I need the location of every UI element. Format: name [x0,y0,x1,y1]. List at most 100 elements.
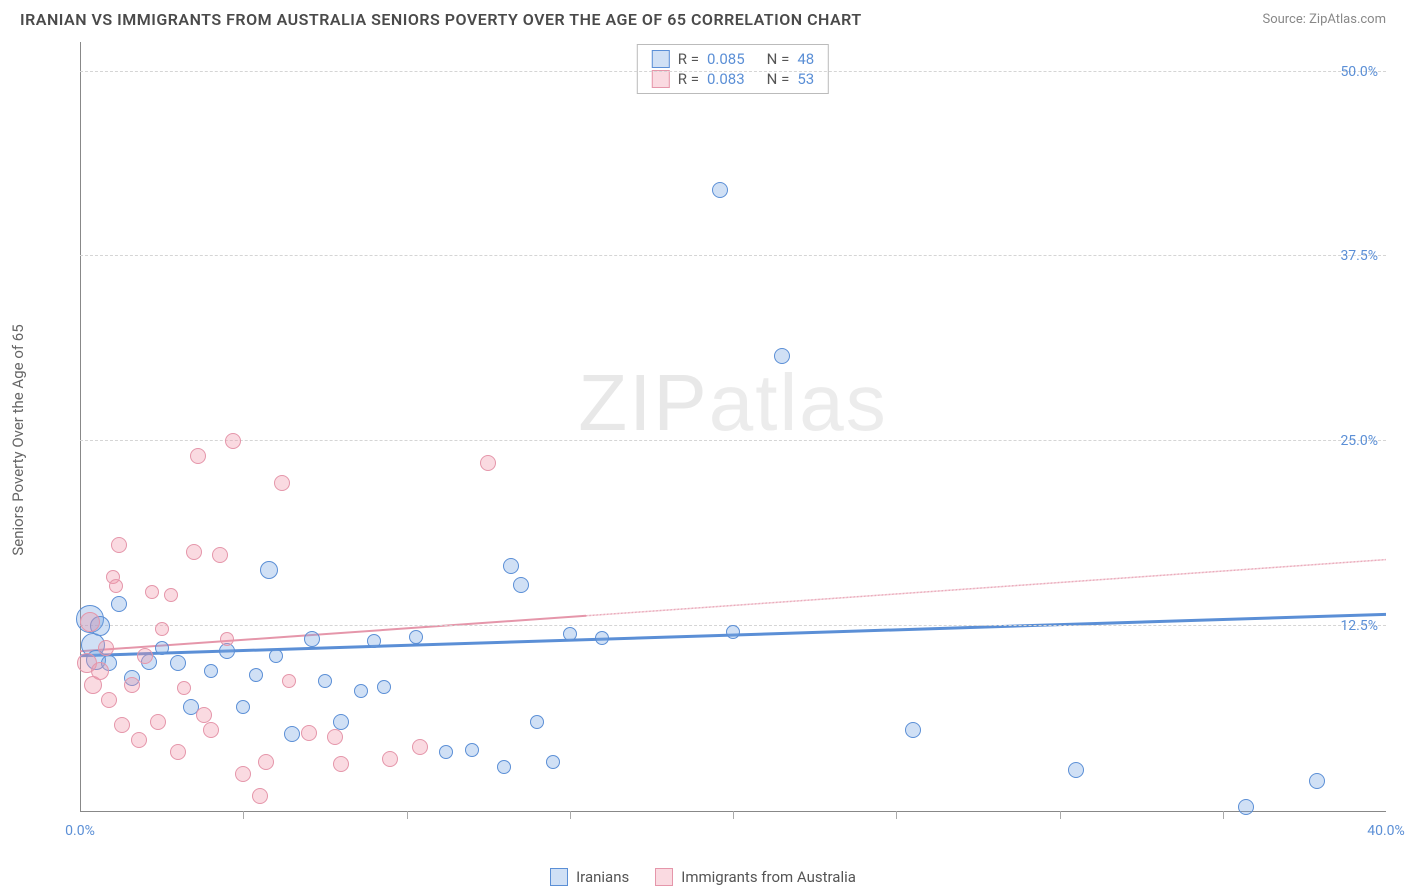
data-point [101,692,117,708]
data-point [109,579,123,593]
series-legend: Iranians Immigrants from Australia [0,868,1406,886]
r-label: R = [678,70,699,88]
legend-stat-row: R = 0.085N = 48 [652,49,814,69]
data-point [284,726,300,742]
trend-lines [80,42,1386,811]
r-label: R = [678,50,699,68]
data-point [258,754,274,770]
x-tick [733,811,734,819]
data-point [465,743,479,757]
data-point [563,627,577,641]
data-point [712,182,728,198]
x-tick [1060,811,1061,819]
data-point [235,766,251,782]
x-tick [570,811,571,819]
data-point [530,715,544,729]
data-point [124,677,140,693]
data-point [1068,762,1084,778]
data-point [155,622,169,636]
data-point [282,674,296,688]
data-point [382,751,398,767]
data-point [111,596,127,612]
r-value: 0.083 [707,70,745,88]
header: IRANIAN VS IMMIGRANTS FROM AUSTRALIA SEN… [0,0,1406,37]
data-point [236,700,250,714]
data-point [412,739,428,755]
legend-swatch [652,50,670,68]
y-tick-label: 50.0% [1340,64,1378,80]
data-point [333,756,349,772]
data-point [137,648,153,664]
data-point [333,714,349,730]
data-point [439,745,453,759]
data-point [513,577,529,593]
data-point [546,755,560,769]
legend-swatch [652,70,670,88]
data-point [318,674,332,688]
data-point [177,681,191,695]
data-point [1238,799,1254,815]
data-point [905,722,921,738]
data-point [111,537,127,553]
data-point [164,588,178,602]
data-point [170,744,186,760]
data-point [503,558,519,574]
plot-area: ZIPatlas R = 0.085N = 48R = 0.083N = 53 … [80,42,1386,812]
r-value: 0.085 [707,50,745,68]
chart-title: IRANIAN VS IMMIGRANTS FROM AUSTRALIA SEN… [20,10,862,29]
n-value: 48 [797,50,814,68]
data-point [252,788,268,804]
legend-stat-row: R = 0.083 N = 53 [652,69,814,89]
data-point [497,760,511,774]
data-point [204,664,218,678]
data-point [220,632,234,646]
data-point [150,714,166,730]
watermark: ZIPatlas [578,357,887,449]
data-point [196,707,212,723]
chart-container: Seniors Poverty Over the Age of 65 ZIPat… [50,42,1386,837]
data-point [131,732,147,748]
data-point [774,348,790,364]
y-axis-label: Seniors Poverty Over the Age of 65 [9,324,27,555]
data-point [249,668,263,682]
data-point [409,630,423,644]
data-point [170,655,186,671]
x-tick-label: 0.0% [65,823,95,839]
y-tick-label: 37.5% [1340,248,1378,264]
data-point [1309,773,1325,789]
data-point [274,475,290,491]
x-tick-label: 40.0% [1367,823,1405,839]
data-point [327,729,343,745]
data-point [145,585,159,599]
legend-label: Iranians [576,868,629,886]
n-value: 53 [797,70,814,88]
data-point [190,448,206,464]
data-point [269,649,283,663]
legend-swatch [550,868,568,886]
x-tick [896,811,897,819]
correlation-legend: R = 0.085N = 48R = 0.083 N = 53 [637,44,829,94]
gridline-h [80,255,1386,256]
data-point [225,433,241,449]
data-point [726,625,740,639]
data-point [114,717,130,733]
legend-label: Immigrants from Australia [681,868,856,886]
data-point [304,631,320,647]
data-point [155,641,169,655]
data-point [480,455,496,471]
legend-swatch [655,868,673,886]
data-point [91,662,109,680]
data-point [260,561,278,579]
data-point [212,547,228,563]
data-point [301,725,317,741]
source-label: Source: ZipAtlas.com [1262,12,1386,27]
data-point [367,634,381,648]
y-tick-label: 25.0% [1340,433,1378,449]
data-point [354,684,368,698]
x-tick [407,811,408,819]
data-point [186,544,202,560]
n-label: N = [767,70,790,88]
y-axis [80,42,81,811]
y-tick-label: 12.5% [1340,618,1378,634]
gridline-h [80,71,1386,72]
